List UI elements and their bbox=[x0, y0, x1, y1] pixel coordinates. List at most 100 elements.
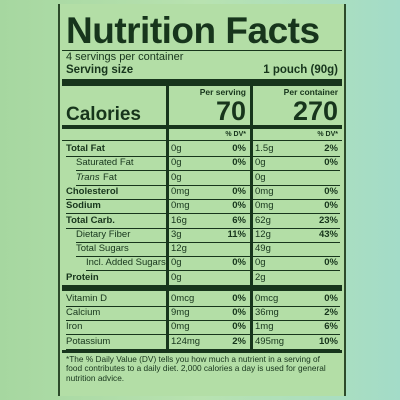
daily-value: 0% bbox=[232, 307, 246, 318]
rule bbox=[66, 227, 340, 229]
daily-value: 2% bbox=[232, 335, 246, 347]
daily-value: 0% bbox=[324, 200, 338, 212]
rule bbox=[66, 305, 340, 307]
calories-label: Calories bbox=[66, 104, 141, 125]
rule bbox=[62, 50, 342, 51]
amount: 12g bbox=[255, 228, 271, 240]
amount: 0mg bbox=[171, 185, 190, 197]
rule bbox=[66, 334, 340, 336]
amount: 0g bbox=[171, 257, 182, 269]
nutrient-name: Trans bbox=[76, 171, 100, 183]
amount: 12g bbox=[171, 243, 187, 255]
daily-value: 2% bbox=[324, 307, 338, 318]
daily-value: 0% bbox=[232, 200, 246, 212]
amount: 495mg bbox=[255, 335, 285, 347]
footnote: *The % Daily Value (DV) tells you how mu… bbox=[66, 353, 326, 383]
daily-value: 23% bbox=[318, 214, 338, 226]
nutrition-label bbox=[58, 4, 346, 396]
daily-value: 0% bbox=[232, 157, 246, 169]
rule bbox=[62, 349, 342, 353]
amount: 0mg bbox=[255, 200, 274, 212]
rule bbox=[62, 79, 342, 86]
amount: 0g bbox=[171, 271, 182, 283]
amount: 3g bbox=[171, 228, 182, 240]
amount: 1mg bbox=[255, 321, 274, 333]
nutrient-name: Dietary Fiber bbox=[76, 228, 131, 240]
amount: 0mg bbox=[255, 185, 274, 197]
nutrient-name: Total Sugars bbox=[76, 243, 129, 255]
nutrient-name: Cholesterol bbox=[66, 185, 119, 197]
nutrient-name: Total Carb. bbox=[66, 214, 115, 226]
amount: 9mg bbox=[171, 307, 190, 318]
calories-value: 70 bbox=[215, 96, 246, 126]
dv-header: % DV* bbox=[225, 131, 246, 138]
amount: 0g bbox=[255, 171, 266, 183]
daily-value: 0% bbox=[232, 185, 246, 197]
rule bbox=[86, 270, 340, 272]
column-header: Per container bbox=[283, 87, 338, 97]
nutrient-name: Protein bbox=[66, 271, 99, 283]
nutrient-name: Fat bbox=[103, 171, 117, 183]
amount: 0g bbox=[171, 171, 182, 183]
daily-value: 6% bbox=[232, 214, 246, 226]
amount: 0g bbox=[171, 157, 182, 169]
amount: 0mcg bbox=[255, 292, 279, 304]
rule bbox=[66, 156, 340, 157]
amount: 2g bbox=[255, 271, 266, 283]
rule bbox=[66, 320, 340, 321]
nutrient-name: Potassium bbox=[66, 335, 111, 347]
rule bbox=[62, 140, 342, 141]
rule bbox=[76, 256, 340, 258]
daily-value: 10% bbox=[318, 335, 338, 347]
daily-value: 0% bbox=[324, 185, 338, 197]
rule bbox=[76, 241, 340, 243]
dv-header: % DV* bbox=[317, 131, 338, 138]
amount: 49g bbox=[255, 243, 271, 255]
rule bbox=[166, 86, 169, 351]
rule bbox=[66, 213, 340, 215]
daily-value: 0% bbox=[324, 157, 338, 169]
nutrient-name: Total Fat bbox=[66, 143, 105, 154]
daily-value: 0% bbox=[324, 292, 338, 304]
nutrient-name: Iron bbox=[66, 321, 83, 333]
column-header: Per serving bbox=[199, 87, 246, 97]
nutrient-name: Incl. Added Sugars bbox=[86, 257, 166, 269]
daily-value: 6% bbox=[324, 321, 338, 333]
rule bbox=[76, 184, 340, 186]
servings: 4 servings per container bbox=[66, 51, 184, 63]
daily-value: 0% bbox=[232, 257, 246, 269]
amount: 36mg bbox=[255, 307, 279, 318]
amount: 0g bbox=[171, 143, 182, 154]
daily-value: 0% bbox=[232, 143, 246, 154]
daily-value: 11% bbox=[227, 228, 247, 240]
serving-size-value: 1 pouch (90g) bbox=[263, 64, 338, 76]
rule bbox=[66, 198, 340, 200]
nutrient-name: Sodium bbox=[66, 200, 101, 212]
rule bbox=[250, 86, 253, 351]
nutrient-name: Saturated Fat bbox=[76, 157, 134, 169]
daily-value: 0% bbox=[232, 321, 246, 333]
amount: 124mg bbox=[171, 335, 201, 347]
amount: 0mcg bbox=[171, 292, 195, 304]
rule bbox=[62, 125, 342, 129]
calories-value: 270 bbox=[292, 96, 338, 126]
nutrient-name: Calcium bbox=[66, 307, 101, 318]
rule bbox=[62, 284, 342, 291]
amount: 0g bbox=[255, 157, 266, 169]
serving-size-label: Serving size bbox=[66, 64, 134, 76]
daily-value: 2% bbox=[324, 143, 338, 154]
daily-value: 0% bbox=[324, 257, 338, 269]
amount: 0g bbox=[255, 257, 266, 269]
amount: 0mg bbox=[171, 321, 190, 333]
amount: 0mg bbox=[171, 200, 190, 212]
daily-value: 43% bbox=[318, 228, 338, 240]
amount: 1.5g bbox=[255, 143, 274, 154]
daily-value: 0% bbox=[232, 292, 246, 304]
nutrient-name: Vitamin D bbox=[66, 292, 108, 304]
amount: 16g bbox=[171, 214, 187, 226]
rule bbox=[66, 348, 340, 350]
rule bbox=[76, 170, 340, 172]
amount: 62g bbox=[255, 214, 271, 226]
title: Nutrition Facts bbox=[66, 10, 320, 51]
